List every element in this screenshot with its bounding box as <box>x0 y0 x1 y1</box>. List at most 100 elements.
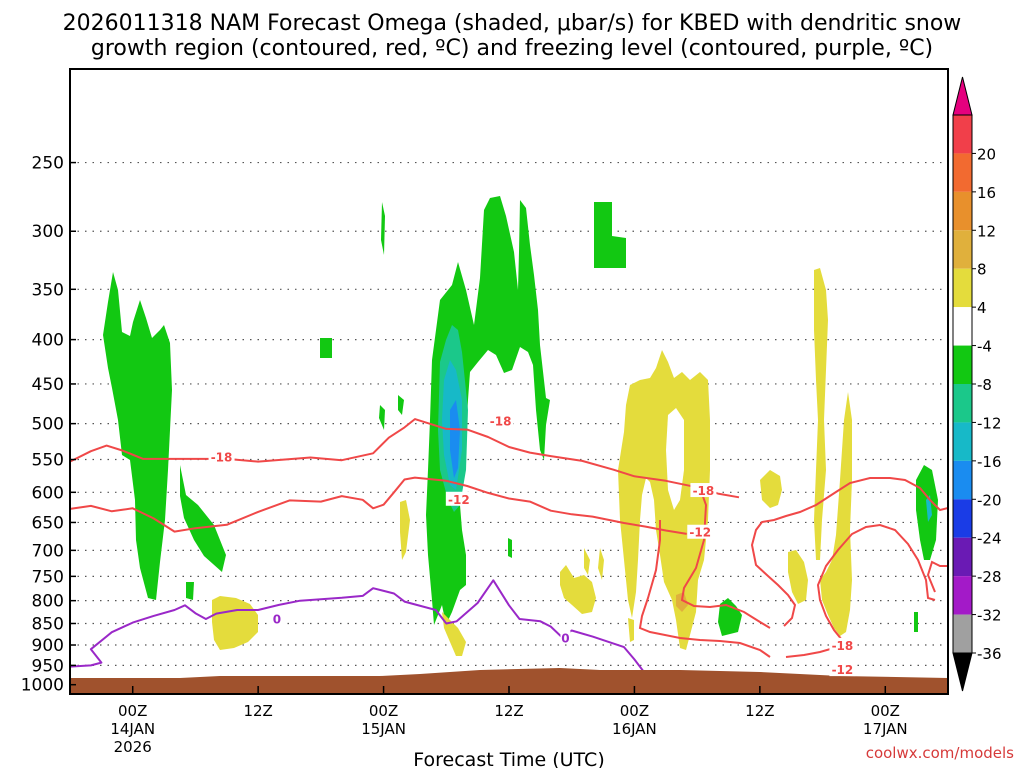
x-tick-date: 16JAN <box>612 720 657 738</box>
y-tick-label: 550 <box>32 451 64 471</box>
y-tick-label: 650 <box>32 513 64 533</box>
omega-area-yellow <box>618 350 710 650</box>
colorbar-swatch <box>953 422 972 461</box>
contour-label: -12 <box>832 663 854 677</box>
colorbar-label: -24 <box>977 530 1002 548</box>
colorbar-label: -8 <box>977 376 992 394</box>
x-tick-label: 00Z <box>369 702 398 720</box>
omega-area-yellow <box>560 565 596 614</box>
colorbar-swatch <box>953 614 972 653</box>
omega-area-green <box>186 582 194 600</box>
omega-area-yellow <box>760 470 782 508</box>
colorbar-label: -4 <box>977 338 992 356</box>
colorbar-swatch <box>953 115 972 154</box>
x-tick-label: 12Z <box>494 702 523 720</box>
x-tick-date: 15JAN <box>361 720 406 738</box>
contour-label-bg <box>560 630 571 645</box>
omega-shading <box>103 196 938 656</box>
omega-area-green <box>718 598 742 636</box>
x-tick-label: 00Z <box>118 702 147 720</box>
x-tick-year: 2026 <box>114 738 152 756</box>
x-axis-title: Forecast Time (UTC) <box>413 749 604 768</box>
omega-area-green <box>594 202 626 268</box>
contour-label-bg <box>829 637 856 652</box>
colorbar-label: -36 <box>977 645 1002 663</box>
contour-label-bg <box>690 483 717 498</box>
contour-series-2 <box>70 579 646 674</box>
contour-lines <box>70 418 740 674</box>
y-tick-label: 900 <box>32 636 64 656</box>
contour-label-bg <box>445 491 472 506</box>
contour-label: -18 <box>490 414 512 428</box>
x-tick-label: 00Z <box>871 702 900 720</box>
contour-label-bg <box>271 611 282 626</box>
colorbar-swatch <box>953 384 972 423</box>
contour-label: -18 <box>693 484 715 498</box>
contour-label-bg <box>687 524 714 539</box>
colorbar-label: 8 <box>977 261 987 279</box>
colorbar-label: -32 <box>977 607 1002 625</box>
omega-area-green <box>426 196 550 625</box>
omega-area-orange <box>676 592 688 612</box>
contour-label-bg <box>487 413 514 428</box>
omega-area-green <box>379 405 385 430</box>
omega-area-yellow <box>628 618 634 642</box>
x-tick-label: 12Z <box>745 702 774 720</box>
contour-label-bg <box>208 449 235 464</box>
y-axis: 2503003504004505005506006507007508008509… <box>21 154 76 696</box>
colorbar-top-arrow <box>952 76 973 116</box>
omega-area-yellow <box>584 548 590 575</box>
x-tick-date: 17JAN <box>863 720 908 738</box>
colorbar: 20 16 12 8 4 -4 -8 -12 -16 -20 -24 -28 -32 -36 <box>952 76 1002 692</box>
x-tick-date: 14JAN <box>110 720 155 738</box>
y-tick-label: 600 <box>32 483 64 503</box>
y-tick-label: 250 <box>32 154 64 174</box>
colorbar-bottom-arrow <box>952 652 973 692</box>
colorbar-label: -12 <box>977 414 1002 432</box>
colorbar-label: 12 <box>977 222 996 240</box>
colorbar-label: 20 <box>977 145 996 163</box>
colorbar-label: 4 <box>977 299 987 317</box>
omega-area-yellow <box>820 392 852 636</box>
contour-series-1 <box>70 476 687 535</box>
colorbar-swatch <box>953 307 972 346</box>
isotherm-minus12-lobe-east2 <box>926 560 948 593</box>
colorbar-label: 16 <box>977 184 996 202</box>
omega-area-green <box>914 612 918 632</box>
y-tick-label: 800 <box>32 592 64 612</box>
colorbar-label: -28 <box>977 568 1002 586</box>
y-tick-label: 950 <box>32 656 64 676</box>
y-tick-label: 450 <box>32 375 64 395</box>
colorbar-swatch <box>953 191 972 231</box>
y-tick-label: 400 <box>32 331 64 351</box>
chart-title-line1: 2026011318 NAM Forecast Omega (shaded, μ… <box>63 11 962 36</box>
isotherm-minus12-lobe <box>638 520 771 658</box>
colorbar-swatch <box>953 153 972 192</box>
colorbar-swatch <box>953 537 972 577</box>
y-tick-label: 1000 <box>21 676 64 696</box>
omega-area-yellow <box>814 268 828 560</box>
colorbar-swatch <box>953 499 972 538</box>
colorbar-label: -20 <box>977 491 1002 509</box>
omega-area-yellow <box>788 550 808 604</box>
colorbar-swatch <box>953 345 972 384</box>
contour-label: -12 <box>448 493 470 507</box>
omega-area-green <box>508 538 512 558</box>
omega-area-yellow <box>598 548 604 580</box>
colorbar-label: -16 <box>977 453 1002 471</box>
chart-title-line2: growth region (contoured, red, ºC) and f… <box>91 36 933 61</box>
terrain-surface <box>70 668 948 694</box>
contour-labels: -18 -18 -12 -18 -12 -18 -12 0 0 <box>208 413 856 677</box>
omega-area-green <box>398 395 404 415</box>
omega-area-blue <box>450 400 460 478</box>
y-tick-label: 750 <box>32 567 64 587</box>
isotherm-minus18-lobe-east <box>750 477 948 627</box>
contour-label: -18 <box>211 450 233 464</box>
contour-label: -18 <box>832 639 854 653</box>
y-tick-label: 500 <box>32 415 64 435</box>
x-tick-label: 00Z <box>620 702 649 720</box>
y-tick-label: 350 <box>32 280 64 300</box>
contour-label: 0 <box>561 631 569 645</box>
